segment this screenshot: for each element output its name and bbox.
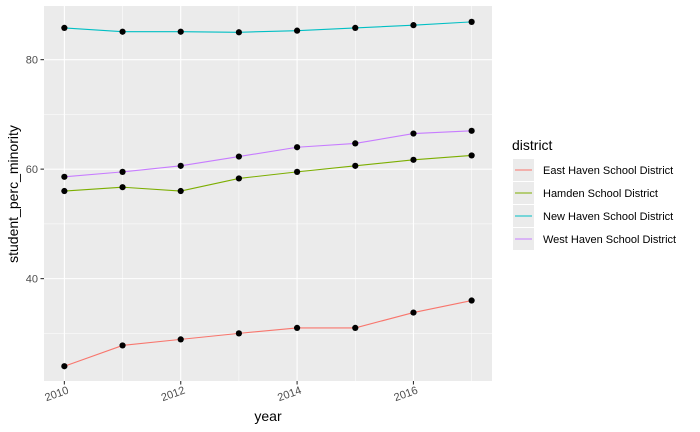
- series-line-3: [64, 130, 472, 178]
- legend-title: district: [512, 137, 553, 153]
- legend-label: East Haven School District: [543, 165, 673, 177]
- data-point: [177, 336, 184, 343]
- data-point: [468, 18, 475, 25]
- x-axis-title: year: [254, 408, 282, 424]
- data-point: [293, 144, 301, 151]
- series-line-1: [64, 154, 472, 192]
- data-point: [293, 324, 301, 331]
- data-point: [235, 29, 243, 36]
- data-point: [119, 184, 126, 191]
- axis-ticks: [40, 59, 415, 385]
- data-point: [61, 173, 68, 180]
- data-point: [468, 127, 475, 134]
- x-axis-tick-label: 2016: [392, 385, 419, 405]
- data-point: [119, 168, 126, 175]
- data-point: [293, 27, 301, 34]
- data-point: [235, 330, 243, 337]
- data-point: [293, 168, 301, 175]
- data-point: [410, 130, 417, 137]
- y-axis-title: student_perc_minority: [5, 125, 21, 263]
- series-lines: [64, 21, 472, 367]
- legend-label: Hamden School District: [543, 188, 658, 200]
- data-point: [410, 156, 417, 163]
- data-point: [61, 363, 68, 370]
- data-point: [410, 22, 417, 29]
- data-point: [61, 187, 68, 195]
- data-point: [468, 297, 475, 304]
- data-point: [352, 324, 359, 331]
- x-axis-tick-label: 2010: [43, 385, 70, 405]
- data-point: [177, 162, 184, 169]
- series-line-0: [64, 299, 472, 367]
- data-point: [119, 28, 126, 35]
- data-point: [352, 162, 359, 169]
- data-point: [61, 24, 68, 31]
- data-point: [235, 153, 243, 160]
- data-point: [177, 187, 184, 195]
- data-point: [410, 309, 417, 316]
- legend-items: East Haven School District Hamden School …: [513, 159, 676, 250]
- x-axis-tick-label: 2012: [160, 385, 187, 405]
- legend-label: New Haven School District: [543, 211, 673, 223]
- panel-background: [44, 6, 492, 381]
- data-point: [177, 28, 184, 35]
- x-axis-tick-label: 2014: [276, 385, 303, 405]
- data-point: [352, 24, 359, 31]
- y-axis-tick-label: 40: [26, 274, 38, 286]
- data-point: [468, 152, 475, 159]
- data-point: [352, 140, 359, 147]
- minor-gridlines: [44, 6, 492, 381]
- series-line-2: [64, 21, 472, 33]
- y-axis-tick-labels: 40 60 80: [26, 55, 38, 286]
- x-axis-tick-labels: 2010 2012 2014 2016: [43, 385, 419, 405]
- y-axis-tick-label: 80: [26, 55, 38, 67]
- legend: district East Haven School District Hamde…: [512, 137, 676, 250]
- series-points: [61, 18, 475, 370]
- y-axis-tick-label: 60: [26, 164, 38, 176]
- data-point: [119, 342, 126, 349]
- data-point: [235, 175, 243, 182]
- legend-label: West Haven School District: [543, 234, 676, 246]
